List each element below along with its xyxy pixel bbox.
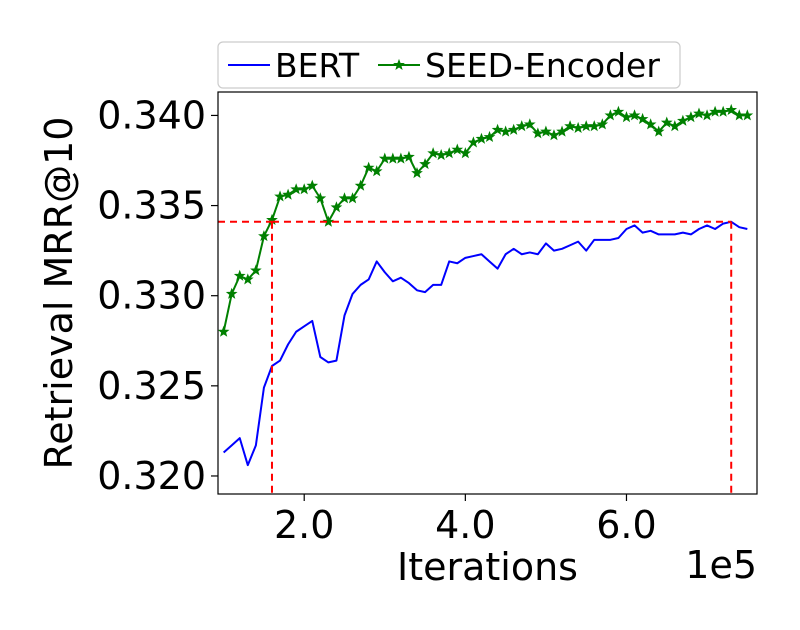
data-point (677, 114, 689, 126)
y-tick-label: 0.320 (97, 454, 206, 498)
data-point (685, 111, 697, 123)
axes-frame (217, 91, 758, 495)
data-point (483, 130, 496, 143)
data-point (620, 111, 633, 123)
x-axis-offset-text: 1e5 (685, 543, 757, 587)
data-point (499, 125, 512, 137)
data-point (395, 152, 407, 164)
data-point (403, 150, 415, 162)
data-point (588, 120, 601, 132)
x-axis-label: Iterations (397, 545, 578, 589)
series-line-bert (222, 220, 748, 467)
data-point (604, 109, 617, 121)
data-point (556, 125, 568, 137)
data-point (523, 118, 536, 130)
data-point (411, 166, 423, 179)
data-point (346, 192, 359, 204)
data-point (515, 120, 528, 132)
data-point (733, 109, 746, 121)
data-point (459, 147, 472, 159)
plot-content (218, 103, 754, 467)
data-point (225, 287, 238, 299)
data-point (218, 325, 230, 337)
data-point (419, 157, 431, 170)
x-tick-label: 2.0 (274, 503, 334, 547)
data-point (612, 105, 625, 117)
reference-lines (218, 220, 733, 494)
y-axis-ticks: 0.320 0.325 0.330 0.335 0.340 (97, 93, 218, 498)
legend: BERT SEED-Encoder (217, 41, 681, 89)
data-point (467, 136, 480, 148)
data-point (370, 165, 383, 177)
data-point (322, 215, 335, 227)
data-point (306, 179, 319, 191)
data-point (378, 152, 391, 164)
data-point (258, 230, 270, 242)
data-point (636, 112, 649, 125)
y-tick-label: 0.340 (97, 93, 206, 137)
data-point (354, 179, 367, 191)
data-point (741, 109, 754, 121)
x-tick-label: 6.0 (596, 503, 656, 547)
legend-marker (393, 58, 405, 70)
data-point (709, 105, 721, 117)
x-tick-label: 4.0 (435, 503, 495, 547)
legend-box (217, 41, 681, 89)
y-axis-label: Retrieval MRR@10 (37, 117, 81, 470)
data-point (644, 118, 657, 130)
data-point (250, 264, 262, 276)
y-tick-label: 0.335 (97, 184, 206, 228)
data-point (386, 152, 399, 164)
legend-label: BERT (275, 46, 360, 85)
data-point (725, 103, 738, 115)
y-tick-label: 0.330 (97, 274, 206, 318)
data-point (443, 147, 456, 159)
data-point (540, 125, 552, 137)
data-point (314, 192, 327, 204)
data-point (693, 107, 705, 119)
data-point (362, 161, 375, 173)
data-point (668, 120, 681, 132)
y-tick-label: 0.325 (97, 364, 206, 408)
legend-label: SEED-Encoder (425, 46, 660, 85)
data-point (660, 116, 673, 128)
data-point (652, 125, 665, 137)
data-point (717, 105, 730, 117)
data-point (548, 129, 560, 141)
data-point (427, 147, 439, 159)
data-point (330, 201, 343, 213)
x-axis-ticks: 2.0 4.0 6.0 (274, 494, 657, 547)
data-point (580, 120, 593, 132)
data-point (475, 132, 488, 144)
data-point (451, 143, 464, 155)
data-point (298, 183, 311, 195)
data-point (532, 127, 544, 139)
data-point (274, 190, 286, 202)
data-point (564, 120, 576, 132)
data-point (596, 118, 609, 130)
data-point (282, 188, 294, 200)
data-point (701, 109, 713, 121)
data-point (241, 273, 254, 285)
data-point (507, 123, 520, 135)
data-point (572, 121, 584, 134)
data-point (233, 269, 246, 281)
data-point (491, 123, 504, 135)
data-point (435, 148, 448, 161)
data-point (628, 109, 641, 121)
